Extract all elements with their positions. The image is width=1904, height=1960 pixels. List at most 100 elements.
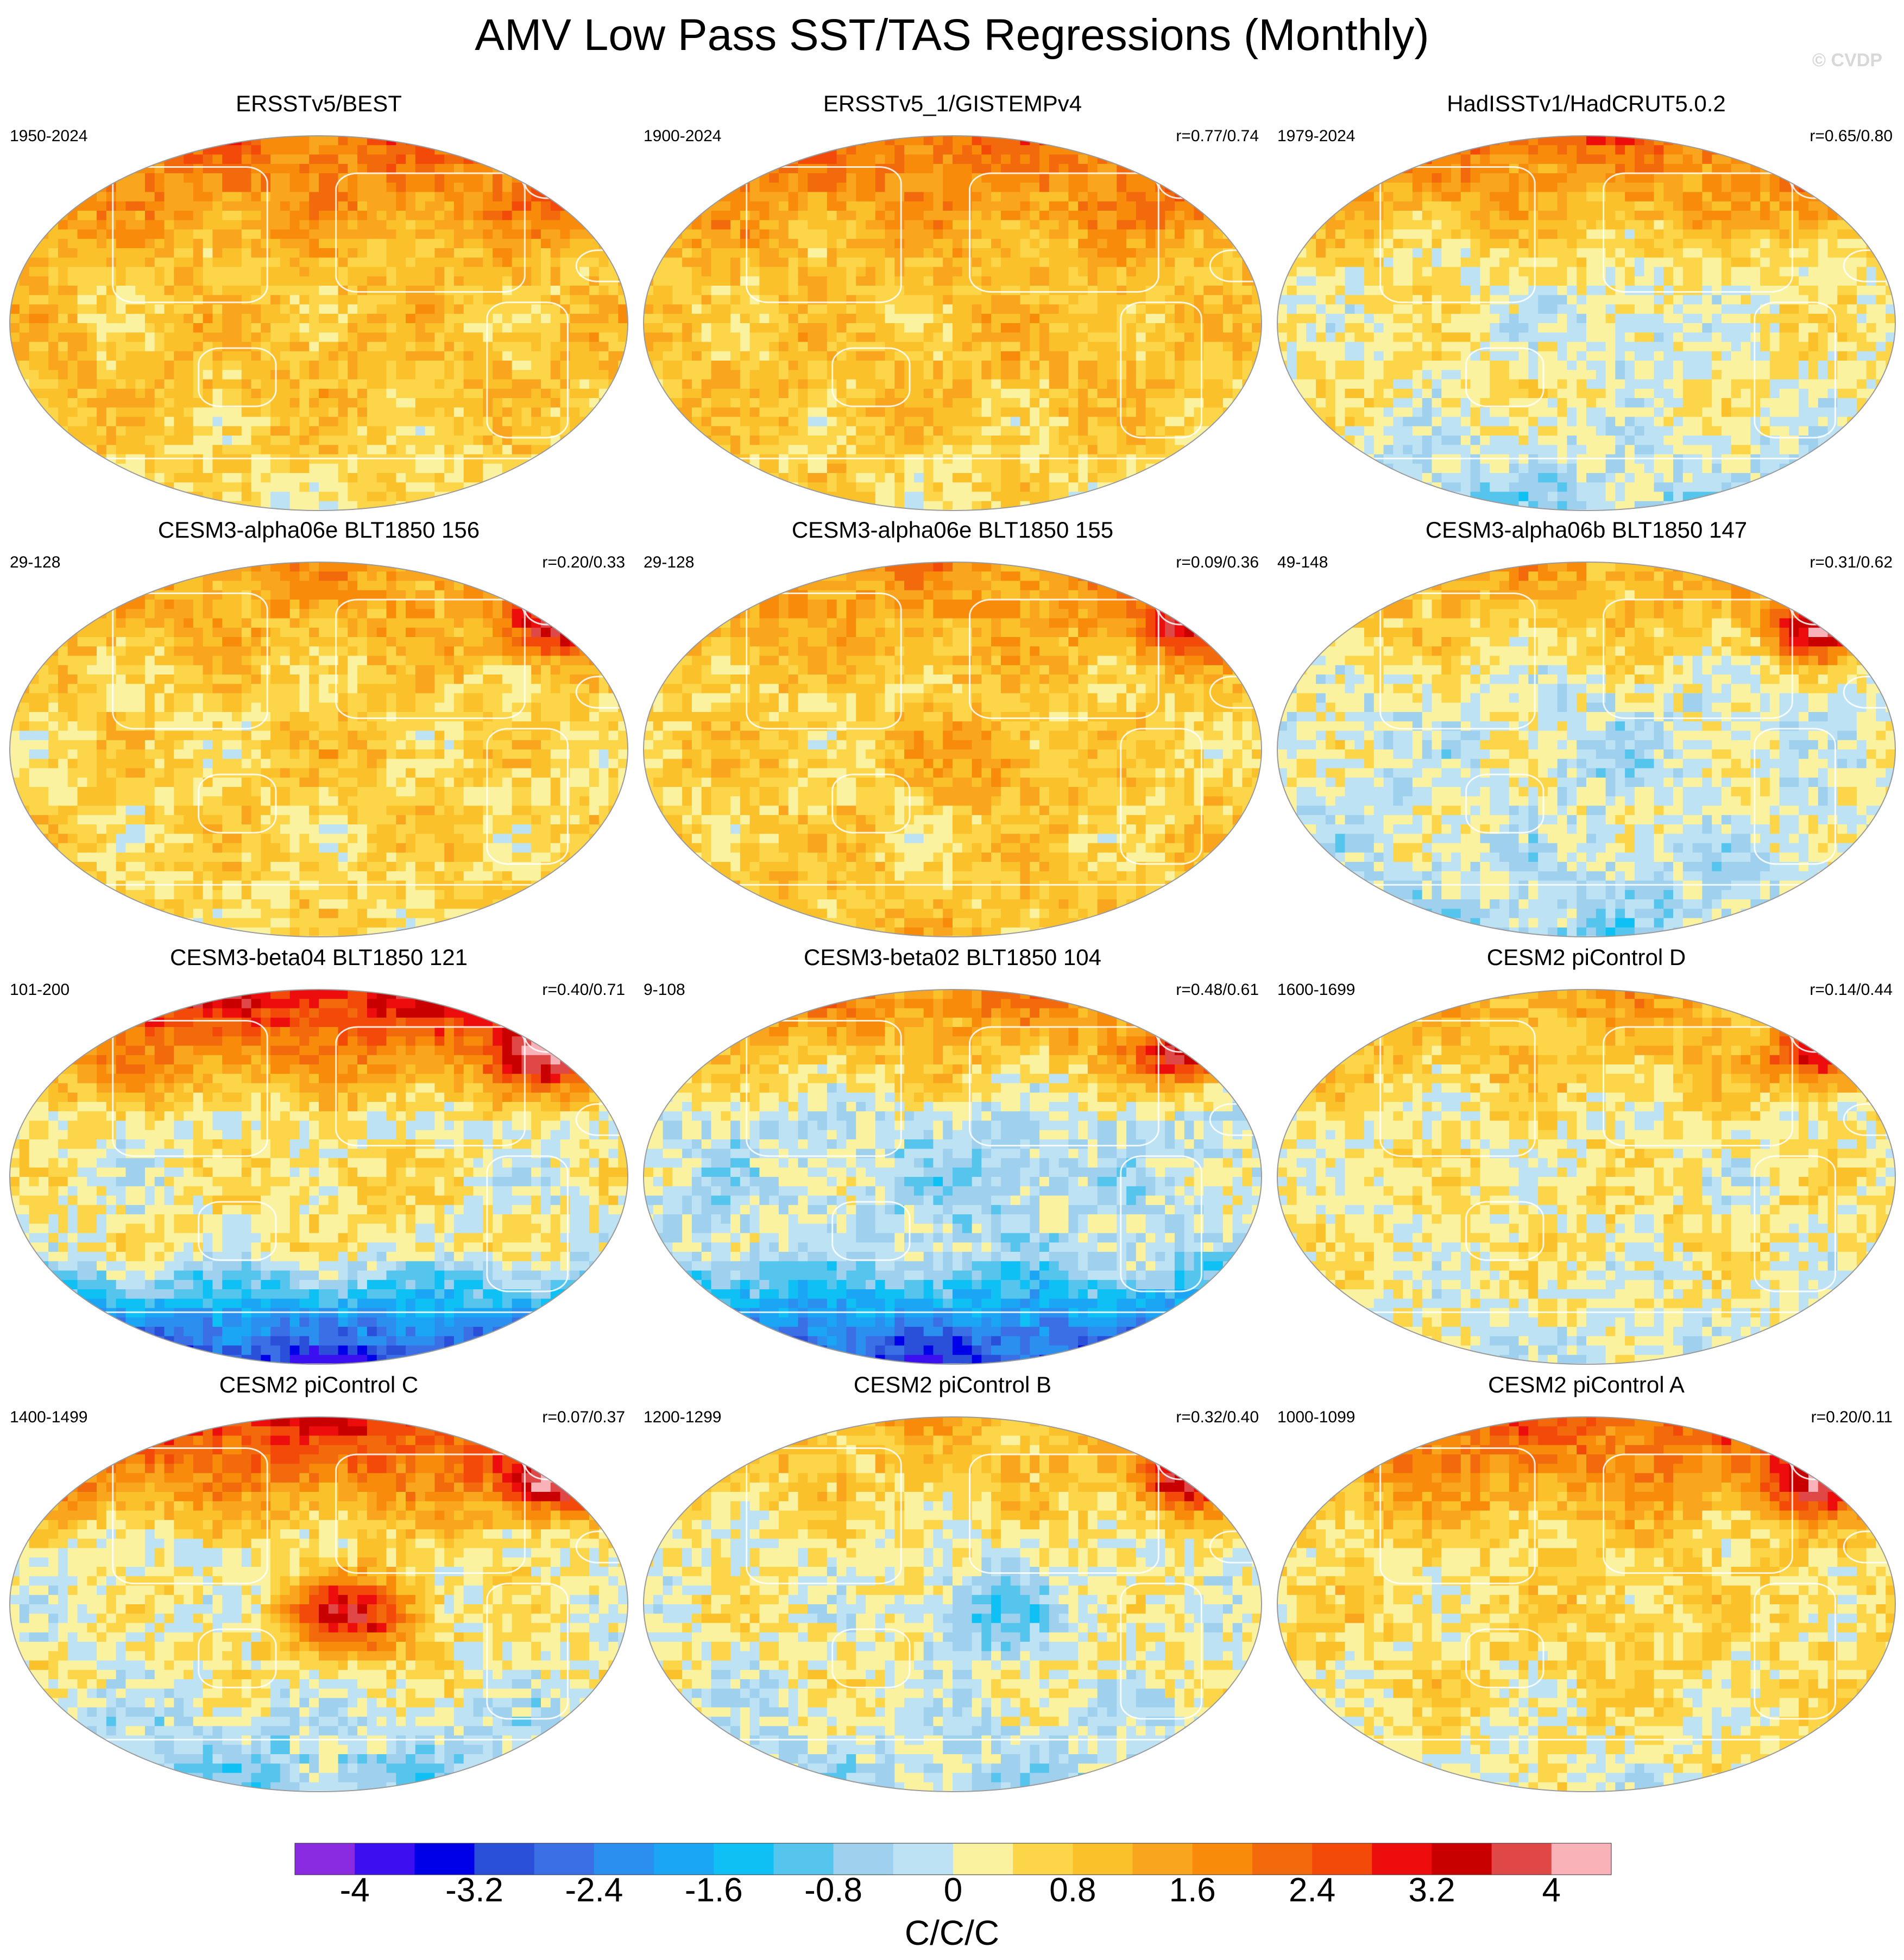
field-cell (798, 182, 808, 193)
field-cell (972, 182, 982, 193)
field-cell (721, 342, 731, 352)
field-cell (270, 267, 281, 277)
field-cell (376, 295, 387, 305)
field-cell (184, 436, 194, 445)
field-cell (1000, 145, 1011, 155)
field-cell (58, 248, 68, 258)
field-cell (1222, 351, 1233, 361)
field-cell (778, 417, 789, 427)
field-cell (135, 145, 146, 155)
field-cell (1049, 445, 1060, 455)
field-cell (1107, 361, 1117, 370)
field-cell (749, 426, 760, 436)
field-cell (836, 229, 847, 240)
field-cell (943, 426, 953, 436)
field-cell (808, 473, 818, 483)
field-cell (463, 192, 474, 202)
field-cell (589, 295, 600, 305)
field-cell (778, 436, 789, 445)
field-cell (1242, 323, 1252, 333)
field-cell (730, 351, 741, 361)
field-cell (1145, 426, 1156, 436)
field-cell (778, 407, 789, 418)
field-cell (348, 463, 358, 474)
field-cell (144, 267, 155, 277)
field-cell (691, 436, 702, 445)
field-cell (357, 361, 368, 370)
field-cell (550, 276, 561, 286)
field-cell (174, 295, 184, 305)
field-cell (289, 163, 300, 174)
field-cell (875, 407, 886, 418)
field-cell (778, 361, 789, 370)
field-cell (682, 248, 692, 258)
field-cell (943, 379, 953, 389)
field-cell (701, 407, 712, 418)
field-cell (203, 192, 213, 202)
field-cell (730, 342, 741, 352)
field-cell (1078, 238, 1088, 249)
field-cell (212, 229, 223, 240)
field-cell (77, 463, 87, 474)
field-cell (1126, 463, 1137, 474)
field-cell (386, 220, 396, 230)
field-cell (48, 370, 59, 380)
field-cell (1213, 313, 1224, 324)
field-cell (866, 276, 876, 286)
field-cell (1252, 417, 1262, 427)
field-cell (144, 463, 155, 474)
field-cell (1010, 192, 1021, 202)
field-cell (1078, 229, 1088, 240)
field-cell (730, 220, 741, 230)
field-cell (972, 361, 982, 370)
field-cell (778, 229, 789, 240)
field-cell (97, 398, 107, 408)
field-cell (663, 229, 673, 240)
field-cell (560, 473, 570, 483)
field-cell (991, 342, 1001, 352)
field-cell (58, 276, 68, 286)
field-cell (608, 220, 619, 230)
field-cell (1145, 361, 1156, 370)
field-cell (856, 332, 866, 343)
field-cell (415, 211, 426, 220)
field-cell (943, 361, 953, 370)
field-cell (618, 454, 628, 464)
field-cell (1049, 473, 1060, 483)
field-cell (67, 173, 78, 183)
field-cell (749, 145, 760, 155)
field-cell (396, 211, 406, 220)
field-cell (550, 501, 561, 511)
field-cell (502, 491, 513, 502)
field-cell (550, 398, 561, 408)
field-cell (923, 482, 934, 493)
field-cell (174, 182, 184, 193)
field-cell (425, 163, 435, 174)
field-cell (1136, 313, 1146, 324)
field-cell (663, 463, 673, 474)
field-cell (396, 304, 406, 314)
field-cell (19, 407, 30, 418)
field-cell (1145, 276, 1156, 286)
field-cell (711, 417, 721, 427)
field-cell (1165, 145, 1175, 155)
field-cell (991, 257, 1001, 268)
field-cell (866, 407, 876, 418)
field-cell (1175, 163, 1185, 174)
field-cell (1242, 445, 1252, 455)
field-cell (521, 257, 532, 268)
field-cell (550, 473, 561, 483)
field-cell (106, 257, 117, 268)
field-cell (406, 295, 416, 305)
field-cell (663, 454, 673, 464)
field-cell (1087, 238, 1098, 249)
field-cell (463, 238, 474, 249)
field-cell (740, 238, 751, 249)
field-cell (367, 145, 377, 155)
field-cell (453, 417, 464, 427)
field-cell (598, 257, 609, 268)
field-cell (270, 238, 281, 249)
field-cell (270, 286, 281, 295)
field-cell (521, 145, 532, 155)
field-cell (570, 304, 580, 314)
